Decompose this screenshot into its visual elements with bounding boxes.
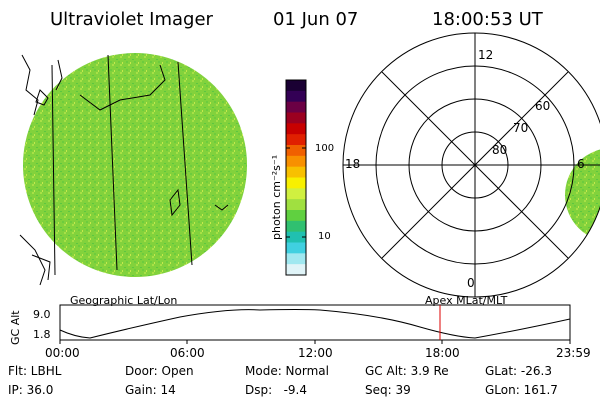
header-date: 01 Jun 07 (273, 9, 358, 30)
colorbar-segment (286, 112, 306, 124)
info-ip: IP: 36.0 (8, 383, 54, 397)
colorbar-segment (286, 101, 306, 113)
altitude-xtick: 23:59 (556, 346, 591, 360)
colorbar-segment (286, 166, 306, 178)
polar-diagonal-b (381, 71, 569, 259)
altitude-curve (59, 309, 571, 339)
colorbar-segment (286, 145, 306, 157)
mlt-label-6: 6 (577, 157, 585, 171)
colorbar-segment (286, 253, 306, 265)
polar-disk-sliver (565, 148, 600, 242)
info-gc-alt: GC Alt: 3.9 Re (365, 364, 449, 378)
right-panel-caption: Apex MLat/MLT (425, 294, 508, 307)
colorbar-frame (285, 79, 307, 276)
info-glon: GLon: 161.7 (485, 383, 558, 397)
left-panel-caption: Geographic Lat/Lon (70, 294, 177, 307)
longitude-lines (51, 54, 193, 276)
altitude-xtick: 12:00 (298, 346, 333, 360)
info-dsp: Dsp: -9.4 (245, 383, 308, 397)
altitude-xtick: 06:00 (170, 346, 205, 360)
lat-label-80: 80 (492, 143, 507, 157)
colorbar-tick-10: 10 (318, 231, 331, 242)
colorbar-segment (286, 199, 306, 211)
info-filter: Flt: LBHL (8, 364, 62, 378)
coastline-outlines (19, 54, 229, 286)
colorbar-segment (286, 80, 306, 92)
altitude-ytick-high: 9.0 (33, 308, 51, 321)
colorbar-segment (286, 242, 306, 254)
mlt-label-0: 0 (467, 276, 475, 290)
header-time: 18:00:53 UT (432, 9, 544, 30)
colorbar-segment (286, 90, 306, 103)
header-title: Ultraviolet Imager (50, 9, 214, 30)
altitude-ylabel: GC Alt (9, 310, 22, 345)
info-mode: Mode: Normal (245, 364, 329, 378)
colorbar-segment (286, 264, 306, 276)
uv-earth-disk (23, 53, 247, 277)
lat-label-60: 60 (535, 99, 550, 113)
magnetic-polar-panel: 12 18 6 0 60 70 80 (342, 32, 600, 298)
lat-label-70: 70 (513, 121, 528, 135)
colorbar-segment (286, 188, 306, 200)
info-door: Door: Open (125, 364, 194, 378)
colorbar-segment (286, 231, 306, 243)
altitude-xtick: 00:00 (45, 346, 80, 360)
mlt-label-12: 12 (478, 48, 493, 62)
geographic-panel (19, 53, 247, 286)
altitude-xtick: 18:00 (425, 346, 460, 360)
info-seq: Seq: 39 (365, 383, 411, 397)
altitude-ytick-low: 1.8 (33, 328, 51, 341)
colorbar-label: photon cm⁻²s⁻¹ (270, 155, 283, 240)
colorbar-segment (286, 220, 306, 233)
mlt-label-18: 18 (345, 157, 360, 171)
colorbar-segment (286, 134, 306, 146)
altitude-plot: GC Alt 9.0 1.8 00:00 06:00 12:00 18:00 2… (9, 304, 591, 360)
color-bar (285, 79, 307, 276)
colorbar-segment (286, 210, 306, 222)
info-glat: GLat: -26.3 (485, 364, 552, 378)
info-gain: Gain: 14 (125, 383, 176, 397)
colorbar-tick-100: 100 (315, 143, 334, 154)
colorbar-segment (286, 155, 306, 168)
colorbar-segment (286, 123, 306, 135)
colorbar-segment (286, 177, 306, 189)
